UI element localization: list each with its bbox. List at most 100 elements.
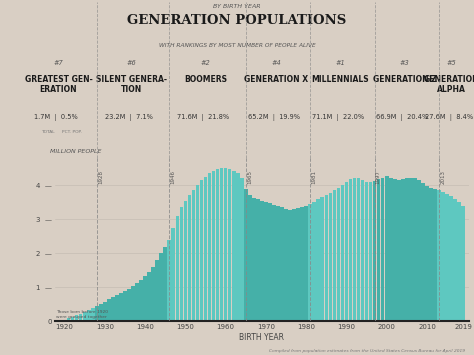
Text: 1965: 1965 xyxy=(247,170,252,184)
Bar xyxy=(71,317,74,321)
Bar xyxy=(164,247,167,321)
Text: 71.1M  |  22.0%: 71.1M | 22.0% xyxy=(312,114,364,121)
Bar xyxy=(83,312,87,321)
Bar xyxy=(425,186,429,321)
Bar xyxy=(353,178,356,321)
Bar xyxy=(228,169,231,321)
Text: GREATEST GEN-
ERATION: GREATEST GEN- ERATION xyxy=(25,75,92,94)
Bar xyxy=(172,228,175,321)
Bar xyxy=(333,190,336,321)
Bar xyxy=(115,295,118,321)
Text: #3: #3 xyxy=(400,60,410,66)
Bar xyxy=(405,178,409,321)
Bar xyxy=(196,185,199,321)
Bar xyxy=(232,171,236,321)
X-axis label: BIRTH YEAR: BIRTH YEAR xyxy=(239,333,284,342)
Bar xyxy=(212,171,215,321)
Text: 27.6M  |  8.4%: 27.6M | 8.4% xyxy=(425,114,473,121)
Bar xyxy=(296,208,300,321)
Bar xyxy=(341,185,344,321)
Bar xyxy=(461,206,465,321)
Text: #2: #2 xyxy=(201,60,210,66)
Bar xyxy=(317,200,320,321)
Bar xyxy=(75,315,79,321)
Bar xyxy=(381,178,384,321)
Bar xyxy=(99,304,103,321)
Bar xyxy=(304,206,308,321)
Bar xyxy=(284,209,288,321)
Bar xyxy=(208,173,211,321)
Text: BOOMERS: BOOMERS xyxy=(184,75,227,83)
Bar xyxy=(188,195,191,321)
Bar xyxy=(264,202,268,321)
Bar xyxy=(119,293,123,321)
Bar xyxy=(280,207,284,321)
Bar xyxy=(276,206,280,321)
Bar xyxy=(337,188,340,321)
Bar xyxy=(183,201,187,321)
Bar xyxy=(413,178,417,321)
Bar xyxy=(385,176,389,321)
Bar xyxy=(389,178,392,321)
Bar xyxy=(127,289,131,321)
Bar xyxy=(107,299,111,321)
Bar xyxy=(220,168,223,321)
Bar xyxy=(103,301,107,321)
Bar xyxy=(441,192,445,321)
Bar xyxy=(272,205,276,321)
Bar xyxy=(240,178,244,321)
Bar xyxy=(437,190,441,321)
Text: MILLION PEOPLE: MILLION PEOPLE xyxy=(50,149,101,154)
Bar xyxy=(357,178,360,321)
Text: 23.2M  |  7.1%: 23.2M | 7.1% xyxy=(105,114,153,121)
Text: PCT. POP.: PCT. POP. xyxy=(62,130,82,133)
Bar xyxy=(288,210,292,321)
Text: 1981: 1981 xyxy=(311,170,317,184)
Text: GENERATION Z: GENERATION Z xyxy=(373,75,437,83)
Bar xyxy=(445,194,449,321)
Text: #1: #1 xyxy=(336,60,345,66)
Text: 1.7M  |  0.5%: 1.7M | 0.5% xyxy=(34,114,78,121)
Text: 1928: 1928 xyxy=(98,170,103,184)
Bar xyxy=(429,188,433,321)
Bar xyxy=(224,168,228,321)
Bar xyxy=(200,180,203,321)
Bar xyxy=(143,276,147,321)
Bar xyxy=(328,193,332,321)
Text: #7: #7 xyxy=(54,60,64,66)
Bar xyxy=(256,200,260,321)
Text: Compiled from population estimates from the United States Census Bureau for Apri: Compiled from population estimates from … xyxy=(268,349,465,353)
Bar xyxy=(159,253,163,321)
Bar xyxy=(63,320,66,321)
Bar xyxy=(91,308,95,321)
Bar xyxy=(320,197,324,321)
Text: 66.9M  |  20.4%: 66.9M | 20.4% xyxy=(376,114,428,121)
Bar xyxy=(369,182,373,321)
Bar xyxy=(449,196,453,321)
Bar xyxy=(433,189,437,321)
Text: SILENT GENERA-
TION: SILENT GENERA- TION xyxy=(96,75,166,94)
Bar xyxy=(365,182,368,321)
Bar xyxy=(111,297,115,321)
Bar xyxy=(79,314,82,321)
Text: GENERATION
ALPHA: GENERATION ALPHA xyxy=(423,75,474,94)
Bar xyxy=(349,179,352,321)
Bar xyxy=(147,272,151,321)
Bar xyxy=(309,204,312,321)
Bar xyxy=(95,306,99,321)
Text: #5: #5 xyxy=(446,60,456,66)
Bar xyxy=(409,178,413,321)
Bar xyxy=(377,179,381,321)
Bar xyxy=(292,209,296,321)
Bar xyxy=(87,310,91,321)
Bar xyxy=(123,291,127,321)
Bar xyxy=(236,173,239,321)
Bar xyxy=(312,202,316,321)
Bar xyxy=(453,199,457,321)
Text: 65.2M  |  19.9%: 65.2M | 19.9% xyxy=(247,114,300,121)
Text: 1997: 1997 xyxy=(376,170,381,184)
Bar xyxy=(325,195,328,321)
Bar xyxy=(216,169,219,321)
Bar xyxy=(67,318,71,321)
Text: #6: #6 xyxy=(126,60,136,66)
